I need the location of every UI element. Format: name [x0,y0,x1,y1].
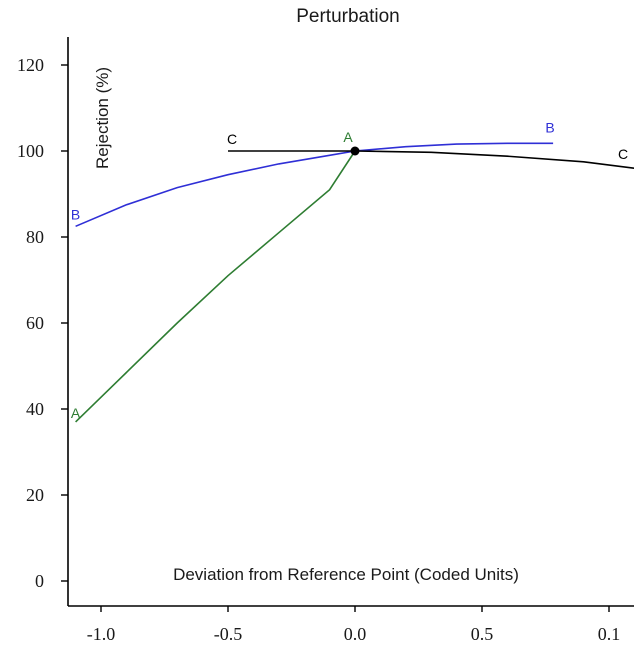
series-label-b: B [545,119,554,135]
series-label-c: C [227,131,237,147]
y-tick-label: 40 [26,399,44,419]
series-line-c [228,150,634,169]
x-axis-label: Deviation from Reference Point (Coded Un… [173,565,519,584]
series-group [75,142,634,423]
y-ticks-group: 0 20 40 60 80 100 120 [17,55,68,591]
series-line-a [75,150,356,423]
y-axis-label: Rejection (%) [93,67,112,169]
x-tick-label: 0.0 [344,624,367,644]
x-tick-label: 0.1 [598,624,621,644]
series-label-b: B [71,206,80,222]
y-tick-label: 120 [17,55,44,75]
chart-title: Perturbation [296,6,400,27]
series-label-c: C [618,146,628,162]
x-tick-label: -0.5 [214,624,243,644]
x-ticks-group: -1.0 -0.5 0.0 0.5 0.1 [87,606,621,644]
series-labels-group: A A B B C C [71,119,628,421]
y-tick-label: 0 [35,571,44,591]
x-tick-label: 0.5 [471,624,494,644]
y-tick-label: 20 [26,485,44,505]
series-label-a: A [343,129,353,145]
y-tick-label: 80 [26,227,44,247]
x-tick-label: -1.0 [87,624,116,644]
y-tick-label: 60 [26,313,44,333]
series-line-b [75,142,554,228]
series-label-a: A [71,405,81,421]
reference-point-marker [350,146,360,156]
y-tick-label: 100 [17,141,44,161]
